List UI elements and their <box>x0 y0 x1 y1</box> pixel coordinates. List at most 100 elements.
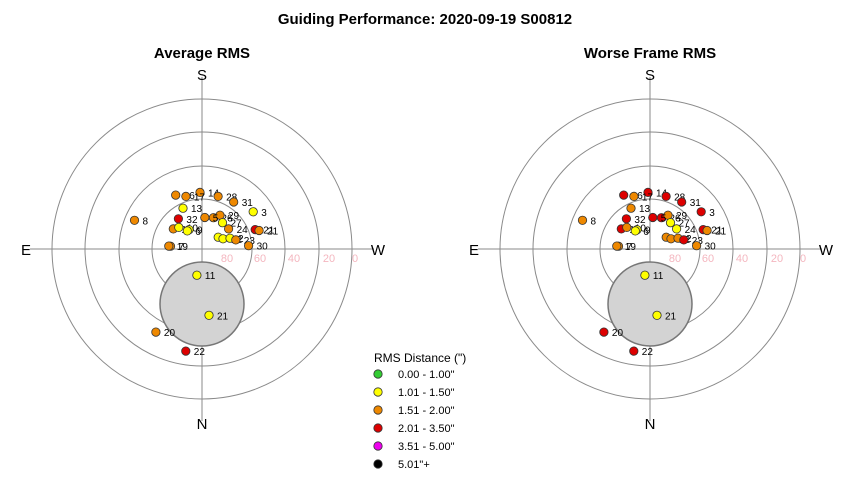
data-point <box>217 218 228 228</box>
data-point <box>629 191 639 201</box>
data-point <box>612 241 622 251</box>
data-point <box>192 270 202 280</box>
panel-title: Worse Frame RMS <box>584 45 716 62</box>
point-label: 8 <box>143 216 149 227</box>
point-label: 11 <box>653 271 664 282</box>
data-point <box>151 327 161 337</box>
point-label: 14 <box>656 188 668 199</box>
point-label: 26 <box>669 214 681 225</box>
point-label: 22 <box>642 347 654 358</box>
data-point <box>679 235 689 245</box>
point-label: 13 <box>639 204 651 215</box>
point-label: 21 <box>665 311 677 322</box>
data-point <box>661 191 671 201</box>
point-label: 6 <box>195 227 201 238</box>
point-label: 6 <box>643 227 649 238</box>
ring-label: 80 <box>669 253 681 265</box>
panel-title: Average RMS <box>154 45 250 62</box>
data-point <box>671 224 682 234</box>
legend-swatch <box>373 387 383 397</box>
data-point <box>213 191 223 201</box>
data-point <box>652 310 662 320</box>
data-point <box>677 197 687 207</box>
point-label: 27 <box>679 219 691 230</box>
data-point <box>129 215 140 225</box>
data-point <box>178 203 188 213</box>
data-point <box>231 235 241 245</box>
point-label: 14 <box>208 188 220 199</box>
data-point <box>696 207 706 217</box>
data-point <box>248 207 258 217</box>
data-point <box>577 215 588 225</box>
ring-label: 0 <box>352 253 358 265</box>
data-point <box>224 224 234 234</box>
data-point <box>702 225 712 236</box>
data-point <box>174 222 184 232</box>
data-point <box>626 203 636 213</box>
data-point <box>619 190 629 200</box>
point-label: 32 <box>634 215 646 226</box>
point-label: 2 <box>686 234 692 245</box>
point-label: 21 <box>715 227 727 238</box>
point-label: 5 <box>661 214 667 225</box>
point-label: 31 <box>690 198 702 209</box>
legend-label: 1.01 - 1.50" <box>398 387 455 399</box>
point-label: 24 <box>685 225 697 236</box>
compass-west: W <box>819 242 834 259</box>
data-point <box>621 214 632 224</box>
ring-label: 40 <box>288 253 300 265</box>
ring-label: 80 <box>221 253 233 265</box>
data-point <box>643 187 653 197</box>
data-point <box>622 222 632 232</box>
legend-swatch <box>373 459 383 469</box>
point-label: 21 <box>217 311 229 322</box>
legend-label: 0.00 - 1.00" <box>398 369 455 381</box>
legend-label: 3.51 - 5.00" <box>398 441 455 453</box>
point-label: 22 <box>194 347 206 358</box>
data-point <box>229 197 239 207</box>
data-point <box>171 190 181 200</box>
data-point <box>204 310 214 320</box>
data-point <box>691 241 702 251</box>
data-point <box>181 346 191 356</box>
point-label: 21 <box>267 227 279 238</box>
point-label: 32 <box>186 215 198 226</box>
ring-label: 20 <box>771 253 783 265</box>
point-label: 3 <box>261 208 267 219</box>
point-label: 30 <box>257 242 269 253</box>
compass-west: W <box>371 242 386 259</box>
legend-swatch <box>373 405 383 415</box>
point-label: 3 <box>709 208 715 219</box>
compass-north: N <box>197 416 208 433</box>
legend-label: 1.51 - 2.00" <box>398 405 455 417</box>
exclusion-zone <box>159 261 245 347</box>
data-point <box>244 241 254 251</box>
compass-south: S <box>197 67 207 84</box>
point-label: 21 <box>263 226 275 237</box>
point-label: 2 <box>238 234 244 245</box>
point-label: 5 <box>213 214 219 225</box>
average-rms-panel: Average RMS806040200SNEW1428313161713262… <box>21 45 386 433</box>
compass-east: E <box>21 242 31 259</box>
point-label: 7 <box>179 242 185 253</box>
point-label: 24 <box>237 225 249 236</box>
point-label: 29 <box>228 211 240 222</box>
data-point <box>181 191 191 201</box>
point-label: 19 <box>625 242 637 253</box>
ring-label: 20 <box>323 253 335 265</box>
data-point <box>182 226 192 236</box>
data-point <box>640 270 650 280</box>
compass-north: N <box>645 416 656 433</box>
legend-swatch <box>373 423 383 433</box>
point-label: 17 <box>642 192 654 203</box>
data-point <box>630 226 640 236</box>
figure-title: Guiding Performance: 2020-09-19 S00812 <box>278 11 572 28</box>
compass-south: S <box>645 67 655 84</box>
ring-label: 60 <box>702 253 714 265</box>
legend-label: 2.01 - 3.50" <box>398 423 455 435</box>
point-label: 13 <box>191 204 203 215</box>
point-label: 27 <box>231 219 243 230</box>
compass-east: E <box>469 242 479 259</box>
exclusion-zone <box>607 261 693 347</box>
